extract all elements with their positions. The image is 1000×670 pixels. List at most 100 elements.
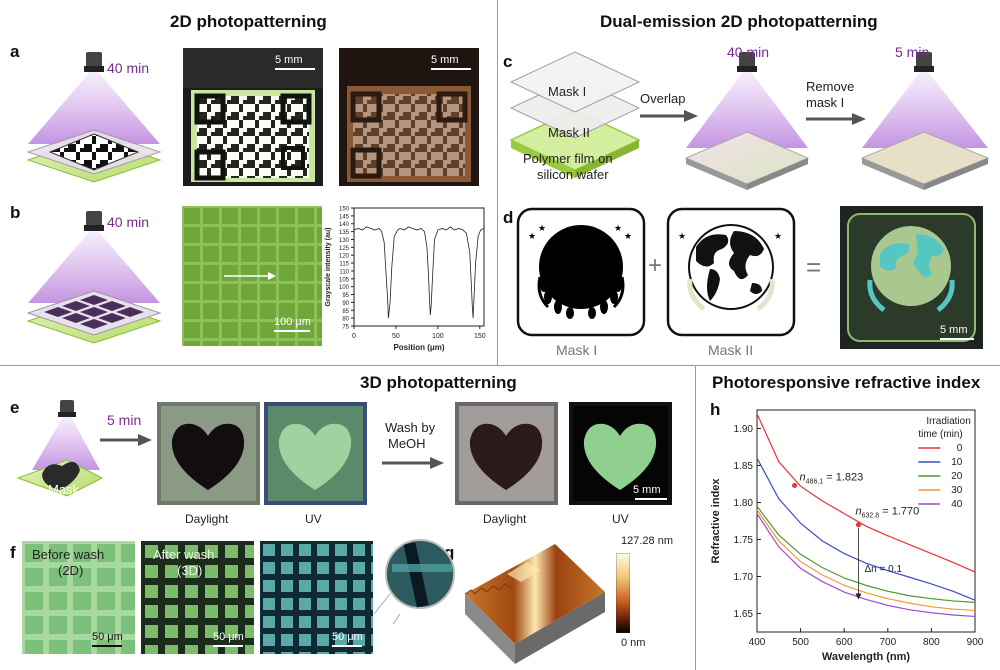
series-line-30 [756, 509, 976, 612]
series-line-0 [756, 413, 976, 573]
divider-vertical-bottom [695, 365, 696, 670]
x-tick-label: 400 [749, 637, 766, 648]
afm-colorbar [616, 553, 630, 633]
annotation-632: n632.8 = 1.770 [856, 506, 920, 520]
label-mask-i: Mask I [548, 84, 587, 99]
mask-ii-image: ★ ★ [666, 207, 796, 337]
x-tick-label: 700 [879, 637, 896, 648]
arrow-e [100, 434, 152, 446]
series-line-40 [756, 513, 976, 618]
svg-text:★: ★ [538, 224, 546, 234]
svg-text:★: ★ [614, 224, 622, 234]
photo-e-daylight-1 [157, 402, 260, 505]
y-tick-label: 150 [339, 207, 350, 213]
colorbar-min-label: 0 nm [621, 637, 646, 649]
annotation-486: n486.1 = 1.823 [800, 471, 864, 485]
time-c1: 40 min [727, 44, 770, 60]
label-film-2: silicon wafer [537, 167, 609, 182]
x-tick-label: 800 [923, 637, 940, 648]
uv-beam [28, 72, 160, 144]
y-tick-label: 105 [339, 277, 350, 283]
label-wash-2: MeOH [388, 436, 426, 451]
legend-title-2: time (min) [918, 429, 962, 440]
x-tick-label: 100 [432, 333, 444, 340]
label-overlap: Overlap [640, 91, 686, 106]
y-tick-label: 90 [342, 301, 349, 307]
y-tick-label: 135 [339, 230, 350, 236]
label-f-after-1: After wash [153, 547, 215, 562]
photo-f-3d: 50 μm [260, 541, 373, 654]
label-mask-ii: Mask II [548, 125, 590, 140]
lamp-icon [737, 52, 757, 72]
arrow-overlap [640, 110, 698, 122]
y-tick-label: 80 [342, 317, 349, 323]
y-tick-label: 100 [339, 285, 350, 291]
svg-text:★: ★ [678, 232, 686, 242]
legend-label-20: 20 [951, 471, 963, 482]
panel-c-exposure-2 [860, 52, 990, 190]
chart-h-refractive-index: 400 500 600 700 800 9001.651.701.751.801.851.… [710, 409, 984, 663]
y-tick-label: 85 [342, 309, 349, 315]
y-tick-label: 95 [342, 293, 349, 299]
equals-sign: = [806, 252, 822, 282]
point-486 [792, 482, 798, 488]
photo-b-grid: 100 μm [182, 206, 322, 346]
photo-e-uv-2: 5 mm [569, 402, 672, 505]
x-axis-label: Wavelength (nm) [822, 651, 911, 663]
legend-label-10: 10 [951, 457, 963, 468]
colorbar-max-label: 127.28 nm [621, 535, 673, 547]
section-title-3d: 3D photopatterning [360, 373, 517, 392]
divider-horizontal [0, 365, 1000, 366]
afm-3d-surface [464, 544, 605, 664]
panel-a-illustration [26, 52, 162, 183]
x-tick-label: 50 [392, 333, 400, 340]
label-wash-1: Wash by [385, 420, 436, 435]
label-remove-2: mask I [806, 95, 845, 110]
annotation-delta: Δn = 0.1 [865, 564, 903, 575]
photo-f-after: After wash (3D) 50 μm [141, 541, 254, 654]
label-f-before-1: Before wash [32, 547, 105, 562]
panel-label-a: a [10, 42, 20, 61]
svg-text:★: ★ [528, 232, 536, 242]
label-remove-1: Remove [806, 79, 855, 94]
label-e-mask: Mask [48, 482, 80, 497]
chart-h-frame [756, 409, 976, 633]
panel-b-illustration [26, 211, 162, 344]
arrow-remove [806, 113, 866, 125]
x-tick-label: 0 [352, 333, 356, 340]
panel-label-d: d [503, 208, 514, 227]
photo-d-result: 5 mm [840, 206, 983, 349]
lamp-icon [914, 52, 934, 72]
y-tick-label: 1.85 [734, 461, 754, 472]
chart-b-frame [353, 207, 485, 327]
y-tick-label: 1.70 [734, 572, 754, 583]
point-632 [856, 522, 862, 528]
label-e-daylight-1: Daylight [185, 512, 229, 526]
svg-text:★: ★ [774, 232, 782, 242]
legend-label-30: 30 [951, 485, 963, 496]
legend-label-0: 0 [957, 443, 963, 454]
lamp-icon [84, 211, 104, 231]
y-tick-label: 1.90 [734, 424, 754, 435]
x-tick-label: 600 [836, 637, 853, 648]
photo-a-uv: 5 mm [339, 48, 479, 186]
mask-i-layer [509, 51, 641, 113]
svg-text:★: ★ [624, 232, 632, 242]
label-d-mask-i: Mask I [556, 342, 598, 358]
x-tick-label: 150 [474, 333, 486, 340]
photo-f-before: Before wash (2D) 50 μm [22, 541, 135, 654]
panel-label-b: b [10, 203, 21, 222]
divider-vertical-top [497, 0, 498, 365]
panel-label-h: h [710, 400, 721, 419]
panel-e-illustration [16, 400, 104, 497]
series-line-20 [756, 505, 976, 603]
panel-c-stack [509, 51, 641, 178]
y-tick-label: 75 [342, 325, 349, 331]
y-tick-label: 1.65 [734, 609, 754, 620]
panel-label-c: c [503, 52, 513, 71]
panel-c-exposure-1 [684, 52, 810, 190]
y-tick-label: 145 [339, 214, 350, 220]
lamp-icon [58, 400, 76, 417]
time-c2: 5 min [895, 44, 930, 60]
